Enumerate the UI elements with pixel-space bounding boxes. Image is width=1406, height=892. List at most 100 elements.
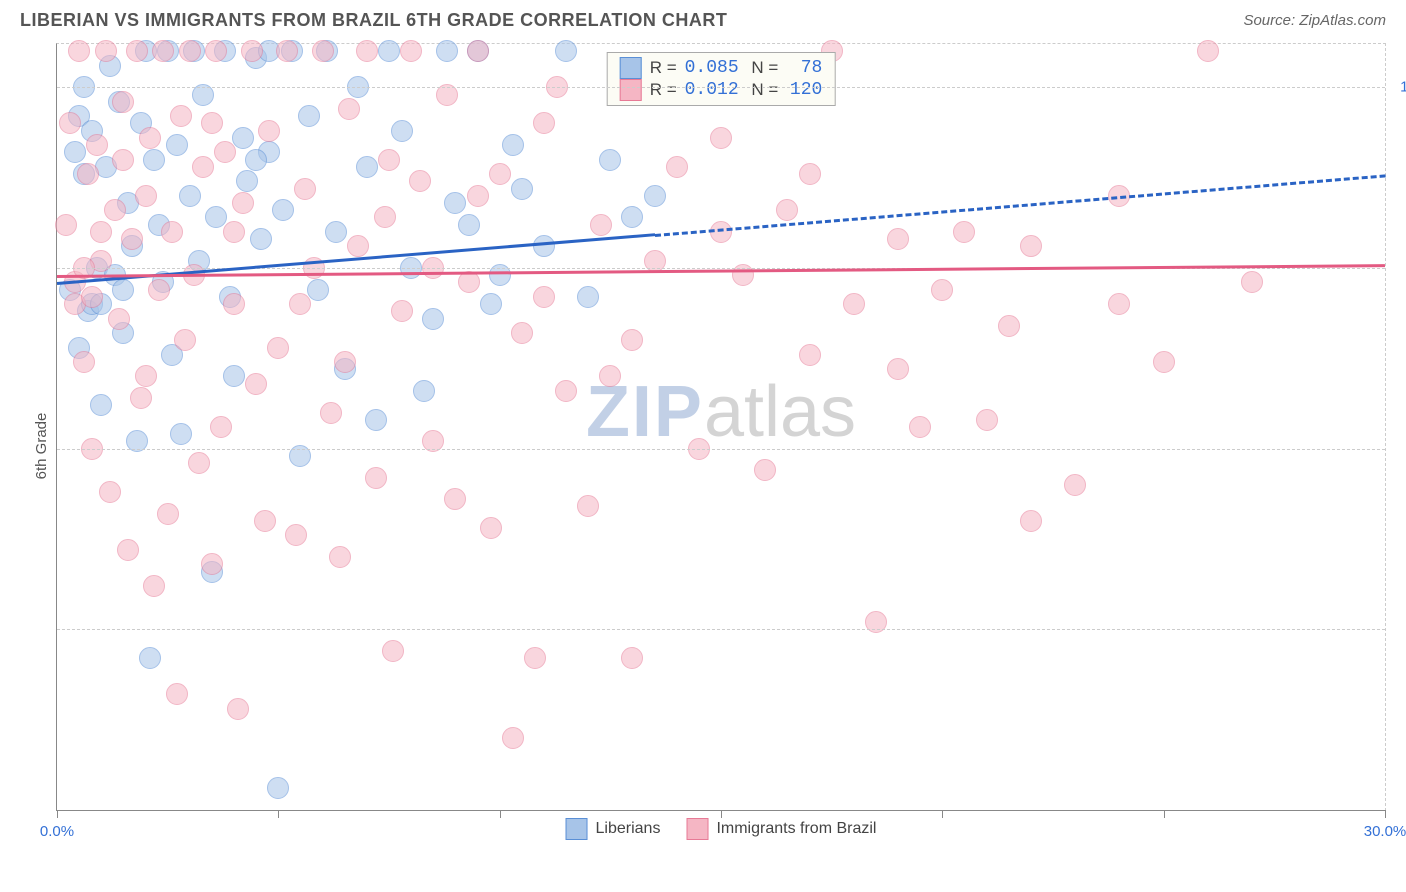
data-point (73, 351, 95, 373)
data-point (754, 459, 776, 481)
data-point (130, 387, 152, 409)
data-point (400, 40, 422, 62)
data-point (621, 647, 643, 669)
data-point (502, 727, 524, 749)
data-point (666, 156, 688, 178)
data-point (1197, 40, 1219, 62)
data-point (799, 344, 821, 366)
data-point (489, 163, 511, 185)
data-point (533, 286, 555, 308)
data-point (502, 134, 524, 156)
n-value-1: 78 (786, 58, 822, 78)
data-point (64, 141, 86, 163)
data-point (95, 40, 117, 62)
data-point (285, 524, 307, 546)
data-point (378, 40, 400, 62)
data-point (157, 503, 179, 525)
data-point (201, 553, 223, 575)
data-point (329, 546, 351, 568)
data-point (378, 149, 400, 171)
data-point (621, 206, 643, 228)
data-point (250, 228, 272, 250)
data-point (223, 293, 245, 315)
data-point (272, 199, 294, 221)
data-point (467, 185, 489, 207)
data-point (347, 235, 369, 257)
data-point (338, 98, 360, 120)
data-point (776, 199, 798, 221)
data-point (223, 365, 245, 387)
data-point (161, 221, 183, 243)
data-point (577, 286, 599, 308)
data-point (931, 279, 953, 301)
data-point (86, 134, 108, 156)
data-point (1020, 235, 1042, 257)
data-point (170, 105, 192, 127)
data-point (599, 149, 621, 171)
data-point (1241, 271, 1263, 293)
data-point (104, 199, 126, 221)
data-point (644, 185, 666, 207)
swatch-icon (686, 818, 708, 840)
data-point (68, 40, 90, 62)
data-point (276, 40, 298, 62)
data-point (174, 329, 196, 351)
data-point (121, 228, 143, 250)
legend-item-2: Immigrants from Brazil (686, 818, 876, 840)
data-point (298, 105, 320, 127)
data-point (245, 373, 267, 395)
legend-text-1: Liberians (596, 820, 661, 838)
data-point (139, 647, 161, 669)
data-point (294, 178, 316, 200)
data-point (166, 134, 188, 156)
data-point (223, 221, 245, 243)
data-point (267, 777, 289, 799)
header: LIBERIAN VS IMMIGRANTS FROM BRAZIL 6TH G… (0, 0, 1406, 37)
data-point (90, 221, 112, 243)
swatch-icon (566, 818, 588, 840)
bottom-legend: Liberians Immigrants from Brazil (566, 818, 877, 840)
data-point (325, 221, 347, 243)
y-tick-label: 100.0% (1400, 79, 1406, 96)
data-point (188, 452, 210, 474)
data-point (458, 214, 480, 236)
data-point (413, 380, 435, 402)
data-point (258, 120, 280, 142)
x-tick-label: 30.0% (1364, 823, 1406, 840)
legend-text-2: Immigrants from Brazil (716, 820, 876, 838)
data-point (365, 467, 387, 489)
data-point (1153, 351, 1175, 373)
data-point (998, 315, 1020, 337)
x-tick (500, 810, 501, 818)
gridline-h (57, 629, 1385, 630)
data-point (887, 358, 909, 380)
x-tick (278, 810, 279, 818)
chart-title: LIBERIAN VS IMMIGRANTS FROM BRAZIL 6TH G… (20, 10, 727, 31)
data-point (356, 156, 378, 178)
y-axis-label: 6th Grade (33, 413, 50, 480)
data-point (533, 235, 555, 257)
legend-row-2: R = 0.012 N = 120 (620, 79, 823, 101)
data-point (524, 647, 546, 669)
data-point (599, 365, 621, 387)
x-tick-label: 0.0% (40, 823, 74, 840)
data-point (267, 337, 289, 359)
data-point (458, 271, 480, 293)
data-point (444, 192, 466, 214)
data-point (139, 127, 161, 149)
data-point (365, 409, 387, 431)
data-point (126, 40, 148, 62)
data-point (232, 192, 254, 214)
data-point (555, 380, 577, 402)
n-label: N = (747, 80, 779, 100)
data-point (480, 293, 502, 315)
data-point (59, 112, 81, 134)
data-point (289, 293, 311, 315)
data-point (953, 221, 975, 243)
data-point (1064, 474, 1086, 496)
data-point (170, 423, 192, 445)
data-point (179, 40, 201, 62)
correlation-legend: R = 0.085 N = 78 R = 0.012 N = 120 (607, 52, 836, 106)
x-tick (1164, 810, 1165, 818)
legend-item-1: Liberians (566, 818, 661, 840)
